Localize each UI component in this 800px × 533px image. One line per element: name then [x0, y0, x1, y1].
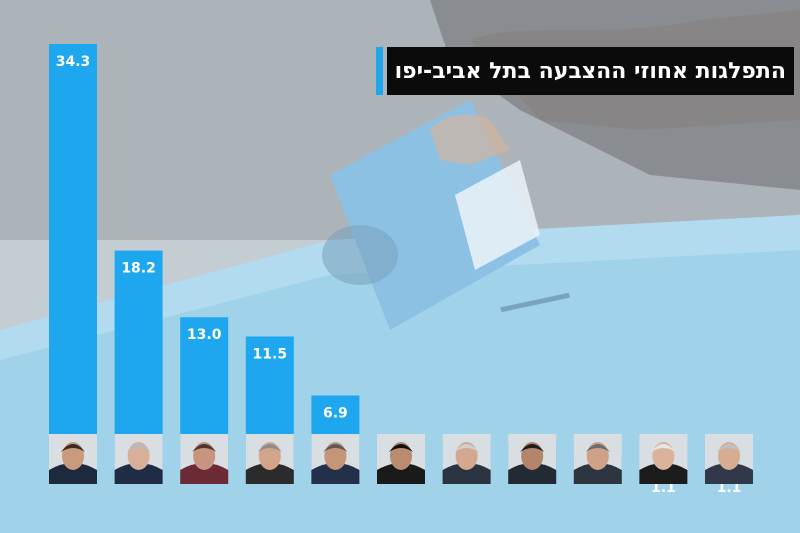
bar-value-label: 6.9 [323, 405, 348, 421]
bar-value-label: 11.5 [253, 346, 288, 362]
title-accent-stripe [376, 47, 383, 95]
candidate-portrait [639, 434, 688, 484]
bar-value-label: 34.3 [56, 54, 91, 70]
candidate-portrait [49, 434, 97, 484]
chart-title: התפלגות אחוזי ההצבעה בתל אביב-יפו [386, 47, 794, 95]
candidate-portrait [377, 434, 425, 484]
candidate-portrait [573, 434, 622, 484]
bar-value-label: 13.0 [187, 327, 222, 343]
candidate-portrait [442, 434, 491, 484]
bar-value-label: 18.2 [121, 261, 156, 277]
chart-title-box: התפלגות אחוזי ההצבעה בתל אביב-יפו [376, 47, 794, 95]
candidate-portrait [508, 434, 557, 484]
candidate-portrait [705, 434, 753, 484]
bar [49, 44, 97, 484]
candidate-portrait [180, 434, 229, 484]
candidate-portrait [311, 434, 360, 484]
candidate-portrait [245, 434, 294, 484]
candidate-portrait [114, 434, 163, 484]
